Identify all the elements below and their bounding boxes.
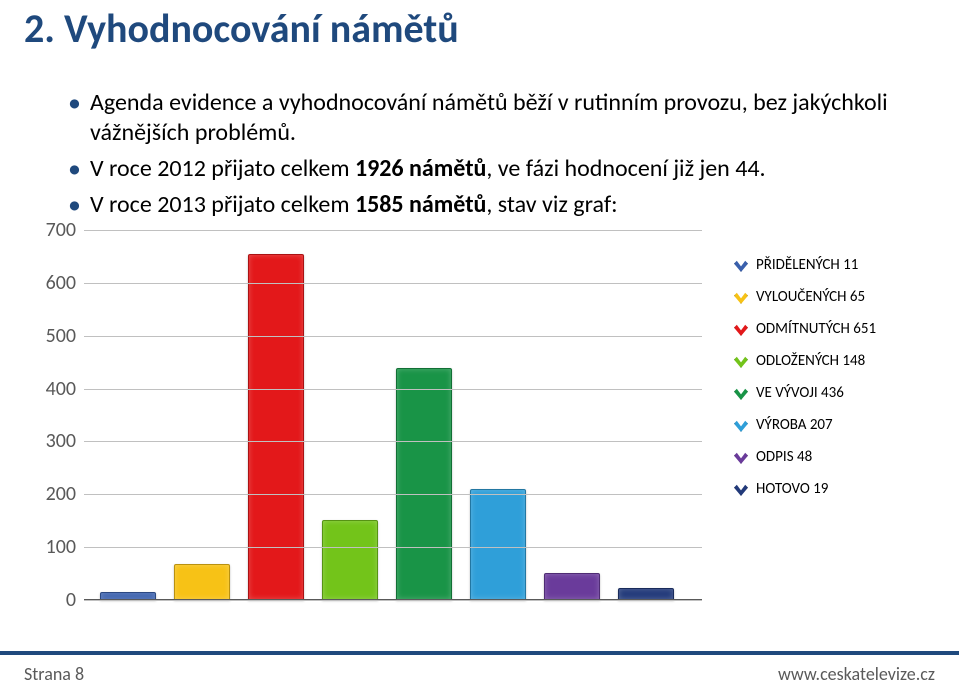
bullet-text: , ve fázi hodnocení již jen 44. (486, 154, 765, 183)
bullet-text: Agenda evidence a vyhodnocování námětů b… (90, 88, 888, 147)
chart-gridline (84, 441, 702, 442)
chart-gridline (84, 336, 702, 337)
legend-swatch-icon (734, 258, 748, 272)
chart-plot-area (84, 230, 702, 600)
legend-swatch-icon (734, 418, 748, 432)
bullet-list: Agenda evidence a vyhodnocování námětů b… (28, 88, 948, 226)
chart-bar-fill (174, 564, 230, 600)
legend-item: ODMÍTNUTÝCH 651 (734, 320, 954, 338)
chart-gridline (84, 230, 702, 231)
bullet-bold: 1926 námětů (355, 154, 486, 183)
chart-bar-fill (470, 489, 526, 600)
chart-bar-fill (322, 520, 378, 600)
legend-item: ODPIS 48 (734, 448, 954, 466)
chart-bars (84, 230, 702, 600)
bullet-item: V roce 2012 přijato celkem 1926 námětů, … (68, 154, 948, 184)
legend-label: HOTOVO 19 (756, 480, 828, 498)
legend-label: ODMÍTNUTÝCH 651 (756, 320, 876, 338)
legend-item: VÝROBA 207 (734, 416, 954, 434)
legend-label: ODPIS 48 (756, 448, 812, 466)
chart-y-tick-label: 600 (28, 271, 76, 295)
slide: 2. Vyhodnocování námětů Agenda evidence … (0, 0, 959, 695)
bullet-bold: 1585 námětů (355, 190, 486, 219)
legend-item: VYLOUČENÝCH 65 (734, 288, 954, 306)
bullet-text: , stav viz graf: (486, 190, 617, 219)
chart-bar-fill (396, 368, 452, 600)
bullet-item: V roce 2013 přijato celkem 1585 námětů, … (68, 190, 948, 220)
legend-item: VE VÝVOJI 436 (734, 384, 954, 402)
bar-chart: PŘIDĚLENÝCH 11 VYLOUČENÝCH 65 ODMÍTNUTÝCH … (28, 220, 928, 620)
legend-label: VYLOUČENÝCH 65 (756, 288, 865, 306)
legend-item: ODLOŽENÝCH 148 (734, 352, 954, 370)
chart-y-tick-label: 0 (28, 588, 76, 612)
chart-y-tick-label: 400 (28, 377, 76, 401)
legend-swatch-icon (734, 322, 748, 336)
legend-label: PŘIDĚLENÝCH 11 (756, 256, 858, 274)
bullet-text: V roce 2013 přijato celkem (90, 190, 355, 219)
footer-page-prefix: Strana (24, 663, 75, 685)
chart-legend: PŘIDĚLENÝCH 11 VYLOUČENÝCH 65 ODMÍTNUTÝCH … (734, 256, 954, 512)
chart-y-tick-label: 700 (28, 218, 76, 242)
legend-label: ODLOŽENÝCH 148 (756, 352, 865, 370)
footer-divider (0, 651, 959, 655)
footer-url: www.ceskatelevize.cz (778, 663, 935, 685)
footer-page: Strana 8 (24, 663, 84, 685)
legend-swatch-icon (734, 386, 748, 400)
chart-y-tick-label: 100 (28, 535, 76, 559)
chart-gridline (84, 547, 702, 548)
legend-item: PŘIDĚLENÝCH 11 (734, 256, 954, 274)
bullet-text: V roce 2012 přijato celkem (90, 154, 355, 183)
chart-y-tick-label: 500 (28, 324, 76, 348)
footer-page-number: 8 (75, 663, 84, 685)
chart-y-tick-label: 300 (28, 429, 76, 453)
chart-gridline (84, 494, 702, 495)
legend-swatch-icon (734, 482, 748, 496)
chart-gridline (84, 283, 702, 284)
legend-swatch-icon (734, 450, 748, 464)
legend-item: HOTOVO 19 (734, 480, 954, 498)
legend-label: VE VÝVOJI 436 (756, 384, 844, 402)
legend-swatch-icon (734, 354, 748, 368)
page-title: 2. Vyhodnocování námětů (24, 4, 459, 53)
bullet-item: Agenda evidence a vyhodnocování námětů b… (68, 88, 948, 148)
chart-bar-fill (544, 573, 600, 600)
chart-y-tick-label: 200 (28, 482, 76, 506)
legend-label: VÝROBA 207 (756, 416, 833, 434)
chart-gridline (84, 389, 702, 390)
chart-gridline (84, 600, 702, 601)
legend-swatch-icon (734, 290, 748, 304)
